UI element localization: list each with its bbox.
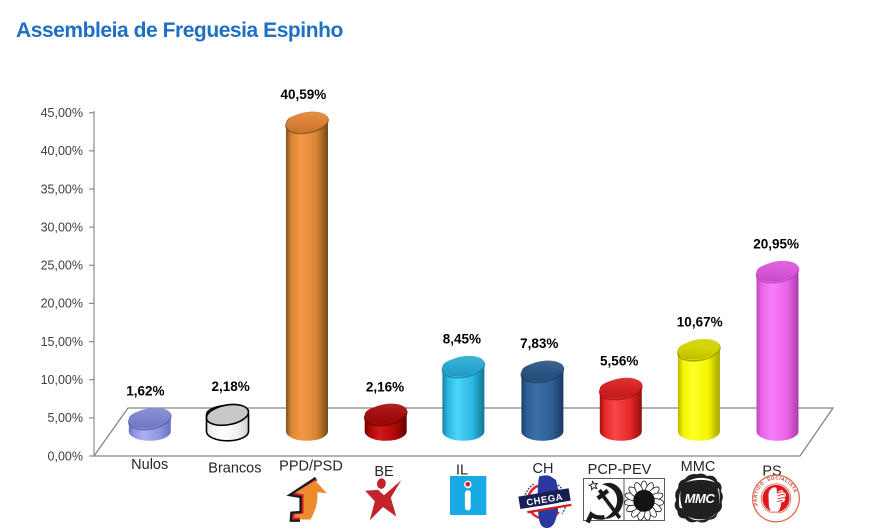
svg-text:40,59%: 40,59% [281,87,327,102]
svg-text:IL: IL [456,463,468,479]
svg-text:25,00%: 25,00% [41,259,83,273]
svg-text:MMC: MMC [685,491,716,506]
svg-text:MMC: MMC [681,459,716,475]
svg-text:15,00%: 15,00% [41,335,83,349]
svg-text:35,00%: 35,00% [41,182,83,196]
svg-text:40,00%: 40,00% [41,144,83,158]
svg-text:5,56%: 5,56% [600,353,638,368]
svg-text:20,00%: 20,00% [41,297,83,311]
svg-text:Assembleia de Freguesia Espinh: Assembleia de Freguesia Espinho [16,19,343,42]
svg-text:1,62%: 1,62% [126,383,164,398]
svg-text:30,00%: 30,00% [41,220,83,234]
svg-text:BE: BE [374,464,394,480]
svg-text:10,67%: 10,67% [677,315,723,330]
svg-text:PPD/PSD: PPD/PSD [279,459,343,475]
svg-text:Brancos: Brancos [208,460,261,476]
svg-text:20,95%: 20,95% [753,237,799,252]
svg-text:PCP-PEV: PCP-PEV [588,462,652,478]
svg-text:7,83%: 7,83% [520,336,558,351]
svg-text:CH: CH [533,461,554,477]
svg-text:0,00%: 0,00% [48,449,83,463]
svg-text:8,45%: 8,45% [443,332,481,347]
svg-text:2,16%: 2,16% [366,379,404,394]
svg-text:5,00%: 5,00% [48,411,83,425]
svg-text:10,00%: 10,00% [41,373,83,387]
svg-text:45,00%: 45,00% [41,106,83,120]
svg-text:Nulos: Nulos [131,457,168,473]
svg-text:2,18%: 2,18% [211,379,249,394]
